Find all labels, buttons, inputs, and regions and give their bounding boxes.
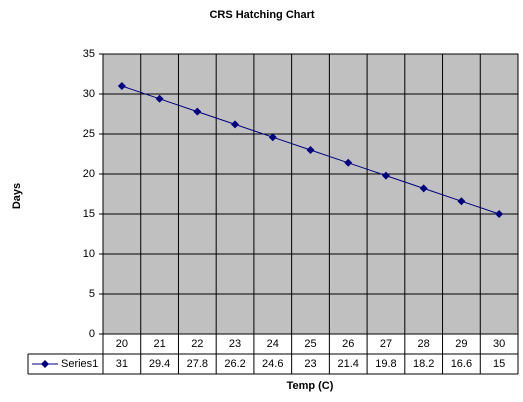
y-tick-label: 10: [83, 248, 95, 260]
legend-label: Series1: [61, 358, 98, 370]
y-tick-label: 5: [89, 288, 95, 300]
table-value: 26.2: [224, 358, 245, 370]
data-point: [381, 171, 390, 180]
table-value: 19.8: [375, 358, 396, 370]
data-point: [117, 82, 126, 90]
x-tick-label: 27: [380, 338, 392, 350]
x-axis-label: Temp (C): [287, 380, 334, 392]
data-point: [344, 158, 353, 167]
y-tick-label: 0: [89, 328, 95, 340]
table-value: 16.6: [451, 358, 472, 370]
table-value: 23: [304, 358, 316, 370]
legend-marker: [41, 360, 49, 368]
data-point: [193, 107, 202, 116]
y-tick-label: 25: [83, 128, 95, 140]
y-axis-label: Days: [11, 183, 23, 209]
data-point: [495, 210, 504, 218]
table-value: 31: [116, 358, 128, 370]
data-point: [268, 133, 277, 142]
x-tick-label: 23: [229, 338, 241, 350]
data-point: [231, 120, 240, 129]
y-tick-label: 20: [83, 168, 95, 180]
x-tick-label: 29: [455, 338, 467, 350]
x-tick-label: 30: [493, 338, 505, 350]
table-value: 15: [493, 358, 505, 370]
x-tick-label: 21: [153, 338, 165, 350]
x-tick-label: 24: [267, 338, 279, 350]
table-value: 21.4: [338, 358, 359, 370]
x-tick-label: 26: [342, 338, 354, 350]
chart-title: CRS Hatching Chart: [209, 9, 314, 21]
data-point: [155, 94, 164, 103]
x-tick-label: 28: [418, 338, 430, 350]
x-tick-label: 22: [191, 338, 203, 350]
x-tick-label: 20: [116, 338, 128, 350]
x-tick-label: 25: [304, 338, 316, 350]
table-value: 24.6: [262, 358, 283, 370]
y-tick-label: 30: [83, 88, 95, 100]
plot-area: [102, 53, 519, 335]
y-tick-label: 15: [83, 208, 95, 220]
data-point: [306, 146, 315, 154]
data-point: [419, 184, 428, 193]
y-tick-label: 35: [83, 48, 95, 60]
table-value: 27.8: [187, 358, 208, 370]
data-point: [457, 197, 466, 206]
table-value: 18.2: [413, 358, 434, 370]
table-value: 29.4: [149, 358, 170, 370]
